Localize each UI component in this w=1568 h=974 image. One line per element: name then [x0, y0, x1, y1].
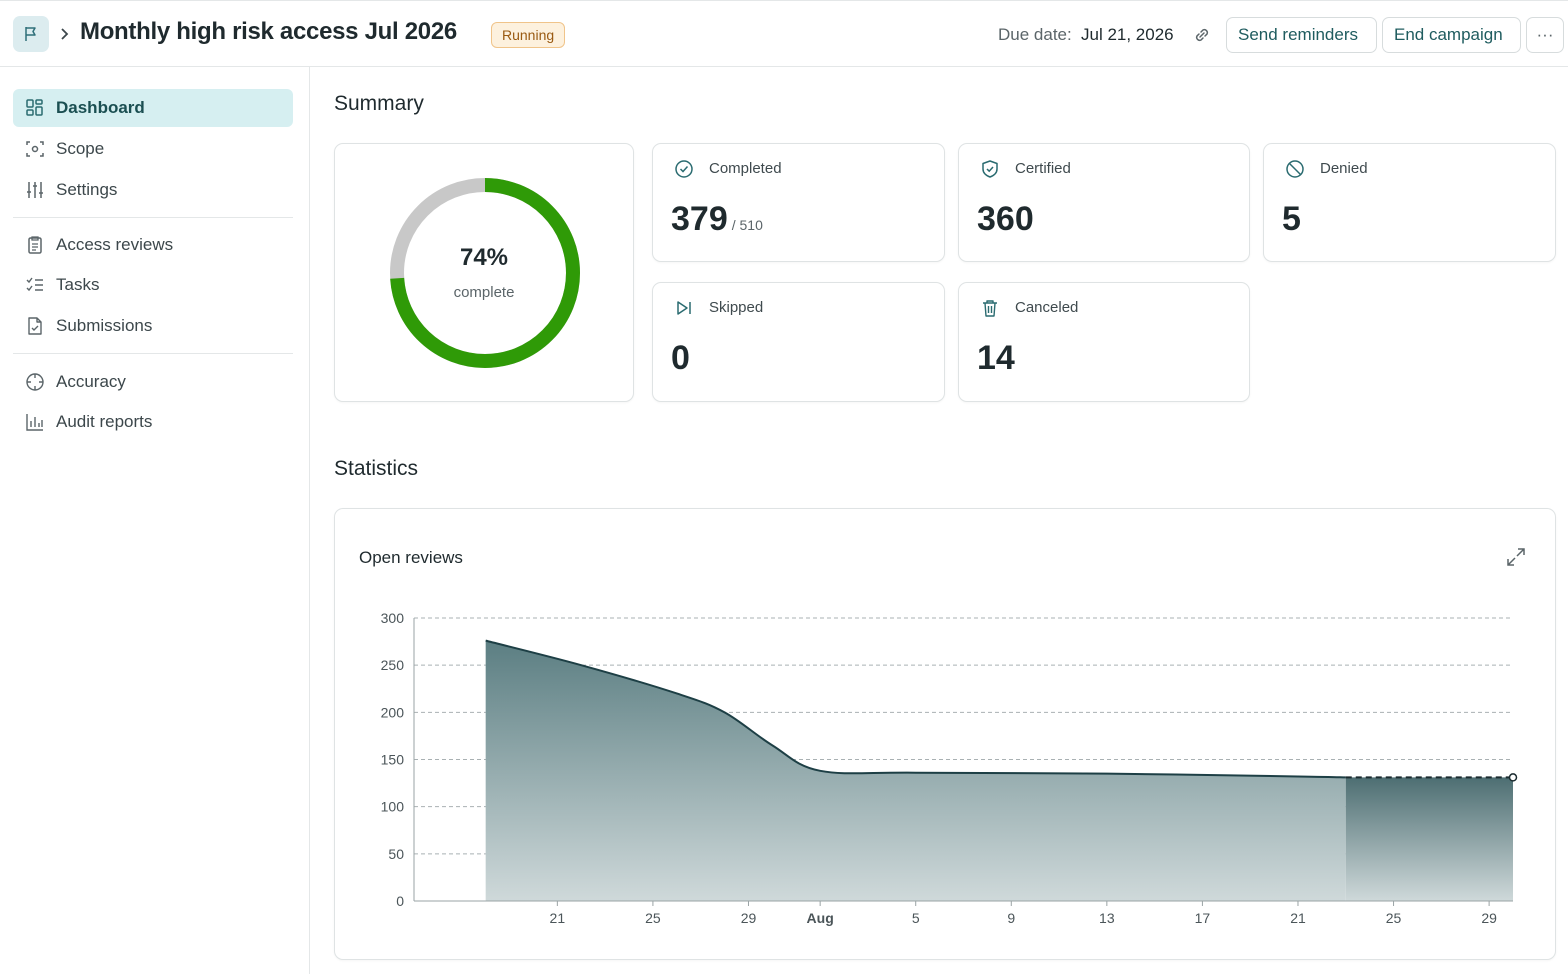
expand-icon[interactable] — [1505, 546, 1527, 568]
link-icon[interactable] — [1191, 24, 1213, 46]
donut-complete-arc — [390, 178, 580, 368]
trash-icon — [983, 300, 997, 317]
x-tick-label: 21 — [550, 910, 566, 926]
open-reviews-area — [485, 640, 1346, 901]
x-tick-label: 9 — [1007, 910, 1015, 926]
document-check-icon — [28, 317, 42, 335]
certified-value: 360 — [977, 200, 1034, 238]
skipped-value: 0 — [671, 339, 690, 377]
y-tick-label: 150 — [381, 752, 405, 768]
completion-percent: 74% — [459, 244, 509, 271]
open-reviews-line — [485, 639, 1346, 779]
denied-value: 5 — [1282, 200, 1301, 238]
completed-value-row: 379/ 510 — [671, 200, 763, 239]
flag-icon — [25, 27, 36, 41]
status-badge: Running — [491, 22, 566, 48]
projected-end-point — [1508, 773, 1518, 782]
completion-donut-card: 74% complete — [334, 143, 634, 402]
x-tick-label: 5 — [912, 910, 920, 926]
certified-card: Certified 360 — [958, 143, 1250, 262]
sliders-icon — [27, 182, 43, 198]
due-date-value: Jul 21, 2026 — [1081, 25, 1174, 44]
y-tick-label: 0 — [396, 893, 404, 909]
x-tick-label: 13 — [1099, 910, 1115, 926]
sidebar-item-label: Dashboard — [56, 98, 145, 117]
sidebar-item-label: Access reviews — [56, 235, 174, 254]
header-bar: Monthly high risk access Jul 2026 Runnin… — [0, 0, 1568, 67]
y-tick-label: 300 — [381, 610, 405, 626]
chart-title: Open reviews — [359, 548, 463, 567]
sidebar-item-label: Tasks — [56, 275, 100, 294]
check-circle-icon — [675, 160, 693, 178]
sidebar-item-label: Submissions — [56, 316, 153, 335]
y-tick-label: 100 — [381, 799, 405, 815]
x-tick-label: 29 — [741, 910, 757, 926]
completed-card: Completed 379/ 510 — [652, 143, 945, 262]
sidebar-item-access-reviews[interactable]: Access reviews — [13, 226, 293, 264]
more-options-button[interactable]: ··· — [1526, 17, 1564, 53]
certified-label: Certified — [1015, 160, 1071, 177]
projected-area — [1345, 777, 1513, 901]
y-tick-label: 200 — [381, 704, 405, 720]
sidebar-item-settings[interactable]: Settings — [13, 171, 293, 209]
sidebar-item-scope[interactable]: Scope — [13, 130, 293, 168]
completed-label: Completed — [709, 160, 782, 177]
page-title: Monthly high risk access Jul 2026 — [80, 18, 457, 45]
sidebar-item-accuracy[interactable]: Accuracy — [13, 363, 293, 401]
shield-check-icon — [982, 160, 998, 178]
bar-chart-icon — [26, 414, 43, 431]
completion-donut — [390, 178, 580, 368]
x-tick-label: 21 — [1290, 910, 1306, 926]
end-campaign-button[interactable]: End campaign — [1382, 17, 1521, 53]
canceled-card: Canceled 14 — [958, 282, 1250, 402]
campaign-flag-button[interactable] — [13, 16, 49, 52]
completed-value: 379 — [671, 200, 728, 238]
sidebar-item-label: Scope — [56, 139, 105, 158]
x-tick-label: 25 — [1386, 910, 1402, 926]
completion-label: complete — [453, 284, 515, 301]
target-icon — [26, 373, 44, 391]
x-tick-label: 29 — [1481, 910, 1497, 926]
x-tick-label: 17 — [1195, 910, 1211, 926]
open-reviews-chart: 0 50 100 150 200 250 300 21 25 29 Aug 5 9 13 17 21 25 29 — [381, 610, 1518, 926]
canceled-value: 14 — [977, 339, 1015, 377]
sidebar-item-label: Settings — [56, 180, 118, 199]
checklist-icon — [26, 277, 43, 292]
denied-card: Denied 5 — [1263, 143, 1556, 262]
sidebar-item-tasks[interactable]: Tasks — [13, 266, 293, 304]
summary-heading: Summary — [334, 92, 424, 115]
sidebar: Dashboard Scope Settings Access reviews … — [0, 67, 310, 974]
sidebar-divider — [13, 353, 293, 354]
scope-icon — [26, 141, 44, 157]
sidebar-item-label: Accuracy — [56, 372, 126, 391]
skipped-card: Skipped 0 — [652, 282, 945, 402]
x-tick-label: 25 — [645, 910, 661, 926]
open-reviews-card: Open reviews 0 50 100 150 200 250 300 21 25 29 Aug… — [334, 508, 1556, 960]
y-tick-label: 50 — [388, 846, 404, 862]
completed-total: / 510 — [731, 217, 763, 233]
sidebar-item-label: Audit reports — [56, 412, 153, 431]
clipboard-icon — [28, 236, 42, 254]
x-tick-label: Aug — [807, 910, 834, 926]
sidebar-divider — [13, 217, 293, 218]
y-tick-label: 250 — [381, 657, 405, 673]
dashboard-icon — [26, 99, 43, 116]
denied-label: Denied — [1320, 160, 1368, 177]
chevron-right-icon — [61, 28, 69, 40]
skip-forward-icon — [677, 301, 691, 315]
sidebar-item-audit-reports[interactable]: Audit reports — [13, 403, 293, 441]
prohibited-icon — [1286, 160, 1304, 178]
skipped-label: Skipped — [709, 299, 764, 316]
canceled-label: Canceled — [1015, 299, 1079, 316]
sidebar-item-submissions[interactable]: Submissions — [13, 307, 293, 345]
statistics-heading: Statistics — [334, 457, 419, 480]
sidebar-item-dashboard[interactable]: Dashboard — [13, 89, 293, 127]
due-date-label: Due date: — [998, 25, 1072, 44]
send-reminders-button[interactable]: Send reminders — [1226, 17, 1377, 53]
